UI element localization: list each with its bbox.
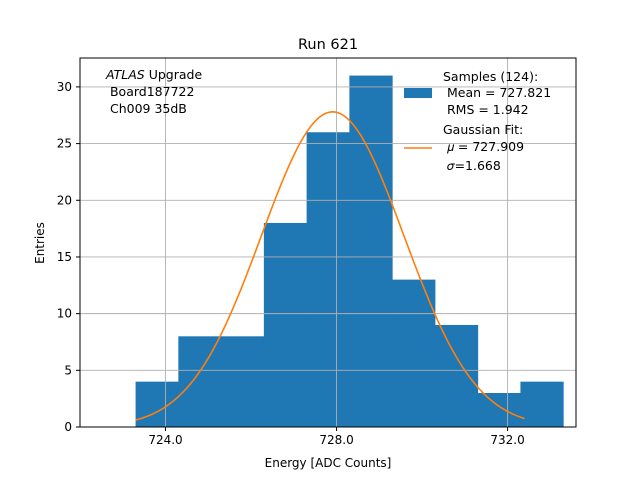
legend-hist-mean: Mean = 727.821: [443, 85, 551, 100]
y-tick-label: 15: [57, 250, 72, 264]
x-axis-label: Energy [ADC Counts]: [265, 456, 392, 470]
x-tick-label: 732.0: [490, 433, 524, 447]
x-axis-ticks: 724.0 728.0 732.0: [148, 427, 525, 447]
y-axis-label: Entries: [33, 222, 47, 264]
histogram-bar-5: [306, 132, 350, 427]
x-tick-label: 728.0: [319, 433, 353, 447]
legend-fit-label: Gaussian Fit:: [443, 122, 523, 137]
annotation-line-1: ATLAS Upgrade: [105, 67, 202, 82]
legend-hist-swatch: [404, 88, 432, 98]
plot-frame: [79, 57, 577, 428]
histogram-bar-3: [221, 336, 265, 427]
annotation-line-3: Ch009 35dB: [106, 101, 187, 116]
y-tick-label: 25: [57, 137, 72, 151]
histogram-bar-4: [263, 222, 308, 427]
legend-fit-mu: 𝜇 = 727.909: [447, 139, 524, 154]
gaussian-fit: [135, 111, 525, 421]
histogram-bar-6: [349, 75, 393, 428]
gaussian-fit-curve: [135, 111, 525, 421]
y-axis-ticks: 0 5 10 15 20 25 30: [57, 80, 80, 434]
y-tick-label: 10: [57, 307, 72, 321]
histogram-bar-9: [477, 392, 521, 427]
y-tick-label: 30: [57, 80, 72, 94]
histogram-bar-7: [392, 279, 436, 427]
histogram-bar-10: [520, 381, 564, 427]
y-tick-label: 5: [64, 363, 72, 377]
legend-hist-label: Samples (124):: [443, 69, 538, 84]
legend: Samples (124): Mean = 727.821 RMS = 1.94…: [404, 69, 551, 173]
legend-fit-sigma: 𝜎=1.668: [447, 158, 501, 173]
histogram-bars: [135, 75, 564, 428]
annotation-atlas: ATLAS: [105, 67, 145, 82]
histogram-bar-8: [434, 324, 479, 427]
y-tick-label: 20: [57, 193, 72, 207]
atlas-annotation: ATLAS Upgrade Board187722 Ch009 35dB: [105, 67, 202, 116]
histogram-bar-2: [178, 336, 222, 427]
legend-hist-rms: RMS = 1.942: [443, 102, 529, 117]
x-tick-label: 724.0: [148, 433, 182, 447]
y-tick-label: 0: [64, 420, 72, 434]
histogram-bar-1: [135, 381, 179, 427]
annotation-line-2: Board187722: [106, 84, 194, 99]
annotation-upgrade: Upgrade: [145, 67, 203, 82]
chart-title: Run 621: [298, 37, 358, 53]
